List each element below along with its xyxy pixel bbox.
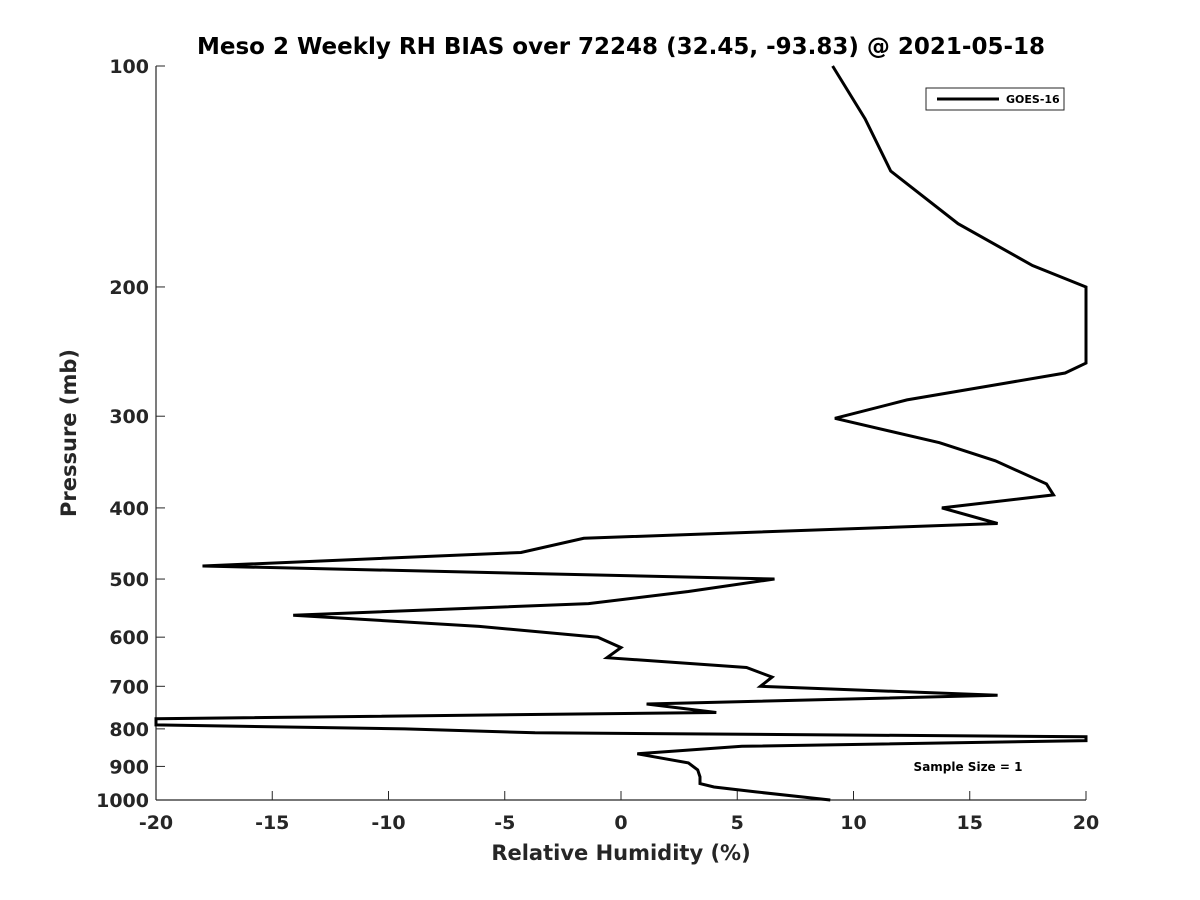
plot-area (156, 66, 1086, 800)
y-tick-label: 800 (109, 719, 149, 741)
sample-size-annotation: Sample Size = 1 (914, 760, 1023, 774)
x-tick-label: -10 (371, 812, 405, 834)
y-tick-label: 200 (109, 277, 149, 299)
x-tick-label: 0 (614, 812, 627, 834)
legend: GOES-16 (925, 87, 1065, 111)
chart-title: Meso 2 Weekly RH BIAS over 72248 (32.45,… (197, 34, 1045, 60)
y-tick-label: 400 (109, 498, 149, 520)
x-tick-label: -5 (494, 812, 515, 834)
y-tick-label: 300 (109, 406, 149, 428)
y-tick-label: 600 (109, 627, 149, 649)
series-line-goes-16 (154, 65, 1088, 802)
y-tick-label: 900 (109, 756, 149, 778)
x-tick-label: 5 (731, 812, 744, 834)
legend-label-goes-16: GOES-16 (1006, 93, 1060, 106)
y-tick-label: 100 (109, 56, 149, 78)
x-tick-label: 10 (840, 812, 866, 834)
x-tick-label: -20 (139, 812, 173, 834)
y-tick-label: 500 (109, 569, 149, 591)
series-layer (154, 65, 1088, 802)
x-tick-label: -15 (255, 812, 289, 834)
x-tick-group: -20 -15 -10 -5 0 5 10 15 20 (139, 791, 1099, 834)
x-tick-label: 20 (1073, 812, 1099, 834)
x-axis-label: Relative Humidity (%) (491, 841, 750, 865)
y-axis-label: Pressure (mb) (57, 349, 81, 517)
y-tick-label: 1000 (96, 790, 149, 812)
y-tick-group: 100 200 300 400 500 600 700 800 900 1000 (96, 56, 165, 812)
x-tick-label: 15 (957, 812, 983, 834)
y-tick-label: 700 (109, 676, 149, 698)
